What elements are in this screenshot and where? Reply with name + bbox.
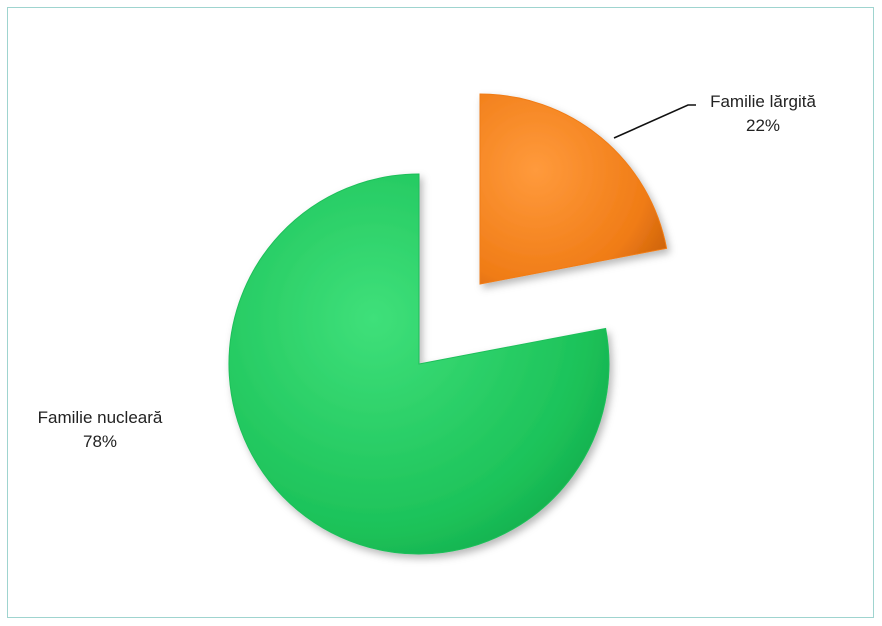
pie-chart — [228, 93, 696, 555]
slice-percent-familie-nucleara: 78% — [82, 432, 118, 451]
slice-label-familie-nucleara: Familie nucleară 78% — [10, 406, 190, 454]
slice-label-familie-largita: Familie lărgită 22% — [678, 90, 848, 138]
slice-name-familie-largita: Familie lărgită — [710, 92, 816, 111]
pie-slice-familie-largita — [479, 93, 668, 285]
slice-name-familie-nucleara: Familie nucleară — [37, 408, 163, 427]
chart-frame: Familie lărgită 22% Familie nucleară 78% — [7, 7, 874, 618]
pie-slice-familie-nucleara — [228, 173, 610, 555]
slice-percent-familie-largita: 22% — [745, 116, 781, 135]
leader-line-familie-largita — [613, 104, 696, 139]
